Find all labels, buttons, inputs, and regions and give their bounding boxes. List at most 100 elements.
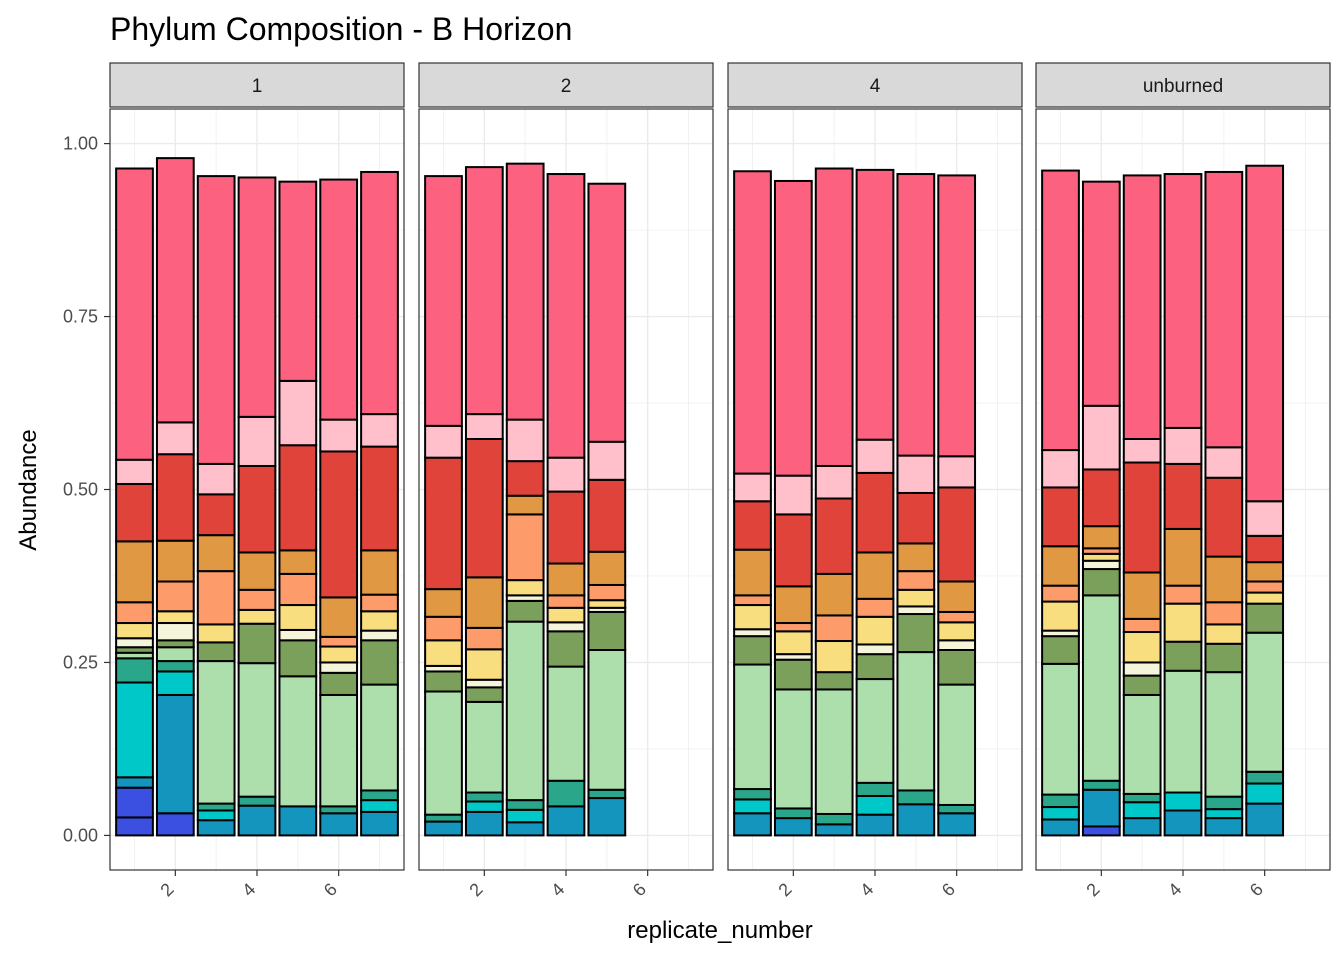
- bar-segment: [1041, 793, 1080, 809]
- x-tick-label: 4: [856, 879, 877, 900]
- bar-segment: [855, 653, 895, 681]
- bar-segment: [1122, 792, 1162, 804]
- bar-segment: [464, 576, 504, 629]
- bar-segment: [115, 601, 154, 625]
- bar-segment: [155, 157, 195, 424]
- bar-segment: [1245, 561, 1285, 583]
- bar-segment: [196, 802, 236, 812]
- y-tick-label: 0.75: [63, 307, 98, 327]
- bar-segment: [733, 635, 772, 666]
- bar-segment: [1204, 476, 1244, 558]
- bar-segment: [115, 681, 154, 779]
- bar-segment: [937, 803, 977, 815]
- bar-segment: [1081, 788, 1121, 828]
- bar-segment: [1245, 631, 1285, 773]
- bar-segment: [278, 572, 318, 607]
- bar-segment: [196, 175, 236, 465]
- bar-segment: [855, 551, 895, 600]
- x-tick-label: 6: [938, 879, 959, 900]
- bar-segment: [814, 671, 854, 691]
- bar-segment: [1041, 818, 1080, 837]
- bar-segment: [155, 693, 195, 815]
- bar-segment: [733, 500, 772, 551]
- bar-segment: [278, 180, 318, 382]
- bar-replicate-4: [546, 173, 586, 837]
- bar-segment: [505, 494, 545, 516]
- facet-strip: [1035, 62, 1331, 108]
- bar-segment: [773, 630, 813, 656]
- bar-segment: [546, 173, 586, 459]
- bar-replicate-5: [1204, 170, 1244, 837]
- bar-segment: [1204, 808, 1244, 820]
- bar-segment: [115, 458, 154, 485]
- y-tick-label: 0.00: [63, 825, 98, 845]
- bar-segment: [896, 789, 936, 806]
- chart-title: Phylum Composition - B Horizon: [110, 11, 572, 47]
- bar-segment: [814, 464, 854, 500]
- bar-segment: [733, 548, 772, 597]
- bar-segment: [1041, 545, 1080, 587]
- bar-segment: [937, 683, 977, 806]
- bar-replicate-2: [1081, 180, 1121, 837]
- x-tick-label: 6: [629, 879, 650, 900]
- bar-segment: [733, 594, 772, 607]
- bar-segment: [937, 174, 977, 458]
- bar-replicate-6: [1245, 164, 1285, 837]
- bar-segment: [1122, 617, 1162, 634]
- bar-replicate-4: [237, 176, 277, 837]
- bar-segment: [773, 817, 813, 837]
- facet-strip: [109, 62, 405, 108]
- bar-segment: [855, 597, 895, 618]
- bar-segment: [1245, 802, 1285, 837]
- bar-segment: [814, 688, 854, 815]
- bar-segment: [155, 580, 195, 613]
- bar-segment: [773, 474, 813, 516]
- bar-segment: [278, 549, 318, 575]
- bar-segment: [424, 670, 463, 693]
- bar-segment: [587, 583, 627, 602]
- x-tick-label: 4: [547, 879, 568, 900]
- bar-segment: [587, 550, 627, 586]
- bar-segment: [1122, 631, 1162, 664]
- bar-segment: [1081, 552, 1121, 562]
- bar-segment: [424, 813, 463, 823]
- bar-segment: [1204, 642, 1244, 674]
- bar-replicate-6: [937, 174, 977, 837]
- bar-segment: [1163, 173, 1203, 429]
- bar-segment: [115, 167, 154, 461]
- bar-segment: [896, 605, 936, 616]
- bar-segment: [855, 471, 895, 554]
- bar-segment: [319, 596, 359, 638]
- bar-segment: [360, 170, 399, 416]
- x-tick-label: 2: [465, 879, 486, 900]
- facet-strip: [727, 62, 1023, 108]
- bar-segment: [896, 173, 936, 457]
- y-tick-label: 1.00: [63, 134, 98, 154]
- bar-segment: [319, 805, 359, 815]
- bar-segment: [937, 621, 977, 642]
- bar-segment: [115, 637, 154, 649]
- bar-segment: [1245, 602, 1285, 634]
- bar-segment: [360, 445, 399, 552]
- y-tick-label: 0.25: [63, 652, 98, 672]
- bar-replicate-3: [814, 167, 854, 837]
- bar-segment: [505, 799, 545, 811]
- bar-segment: [505, 620, 545, 802]
- bar-segment: [505, 821, 545, 837]
- bar-segment: [319, 661, 359, 674]
- bar-segment: [360, 593, 399, 613]
- bar-segment: [155, 610, 195, 625]
- bar-segment: [773, 179, 813, 477]
- bar-segment: [464, 810, 504, 837]
- bar-segment: [896, 803, 936, 837]
- bar-segment: [196, 493, 236, 537]
- bar-segment: [237, 415, 277, 467]
- bar-segment: [464, 166, 504, 416]
- bar-segment: [814, 497, 854, 575]
- bar-segment: [505, 579, 545, 597]
- bar-segment: [587, 788, 627, 800]
- bar-segment: [1122, 674, 1162, 696]
- bar-segment: [278, 628, 318, 642]
- bar-segment: [814, 640, 854, 674]
